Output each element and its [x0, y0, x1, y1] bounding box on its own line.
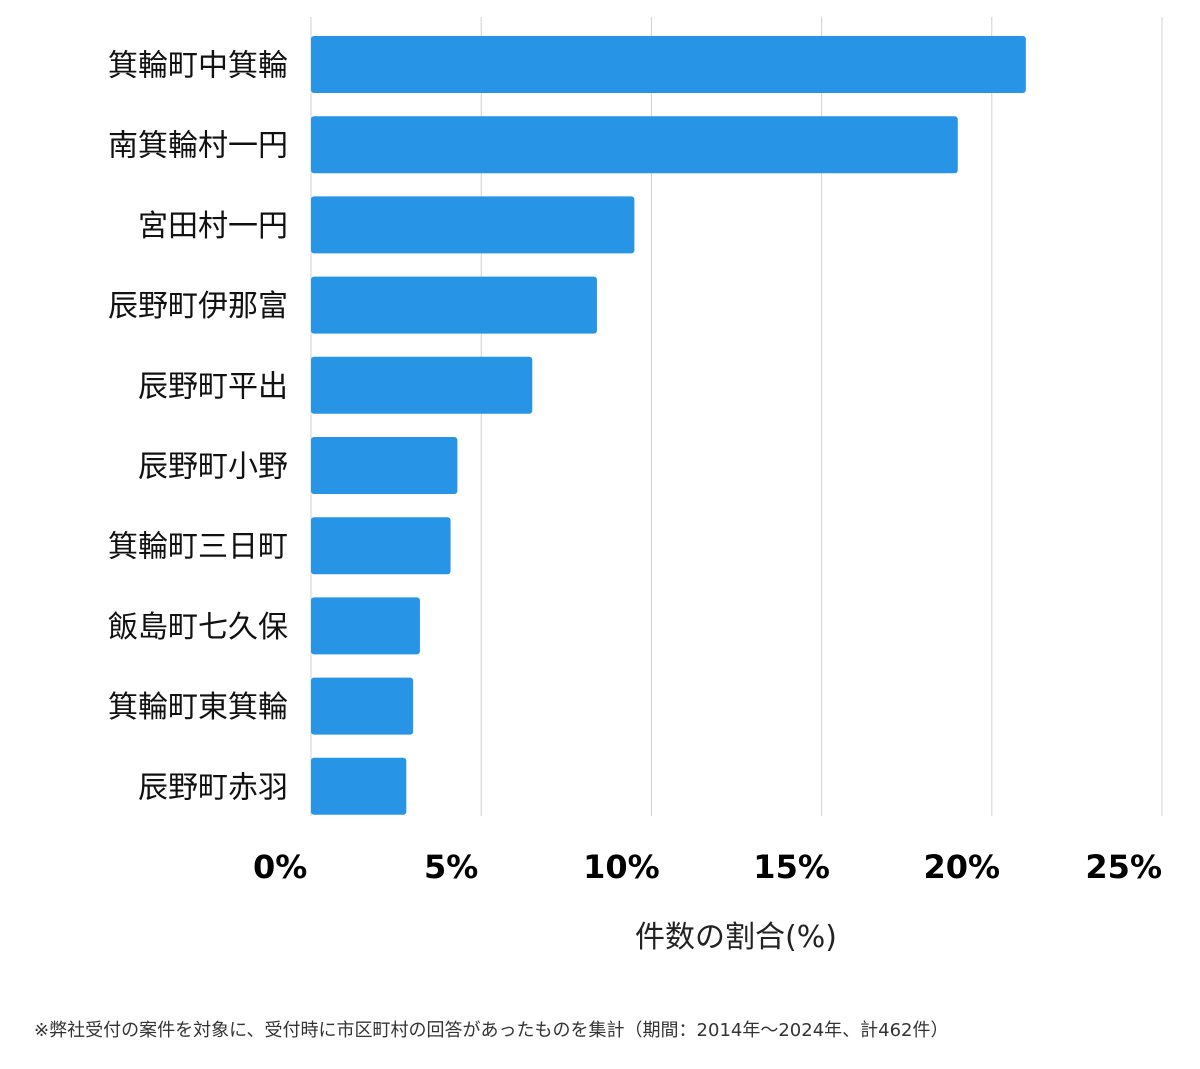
bar-7 — [311, 597, 420, 655]
bar-4 — [311, 356, 533, 414]
category-label-8: 箕輪町東箕輪 — [108, 690, 288, 725]
category-label-7: 飯島町七久保 — [108, 610, 288, 645]
category-label-5: 辰野町小野 — [138, 450, 288, 485]
bar-0 — [311, 36, 1026, 93]
bar-2 — [311, 196, 635, 254]
x-tick-label-3: 15% — [753, 848, 830, 886]
x-tick-label-4: 20% — [924, 848, 1001, 886]
category-label-6: 箕輪町三日町 — [108, 530, 288, 565]
x-tick-label-0: 0% — [253, 848, 307, 886]
bar-8 — [311, 677, 414, 735]
bar-6 — [311, 517, 451, 575]
category-labels: 箕輪町中箕輪南箕輪村一円宮田村一円辰野町伊那富辰野町平出辰野町小野箕輪町三日町飯… — [108, 49, 288, 806]
bar-5 — [311, 437, 458, 494]
bar-9 — [311, 757, 407, 815]
x-tick-label-2: 10% — [583, 848, 660, 886]
category-label-2: 宮田村一円 — [138, 209, 288, 244]
category-label-4: 辰野町平出 — [138, 369, 288, 404]
bar-1 — [311, 116, 958, 174]
category-label-3: 辰野町伊那富 — [108, 289, 288, 324]
footnote: ※弊社受付の案件を対象に、受付時に市区町村の回答があったものを集計（期間：201… — [34, 1020, 949, 1041]
category-label-9: 辰野町赤羽 — [138, 770, 288, 805]
category-label-0: 箕輪町中箕輪 — [108, 49, 288, 84]
x-tick-label-5: 25% — [1085, 848, 1162, 886]
category-label-1: 南箕輪村一円 — [108, 129, 288, 164]
x-tick-labels: 0% 5% 10% 15% 20% 25% — [253, 848, 1162, 886]
bar-chart: 箕輪町中箕輪南箕輪村一円宮田村一円辰野町伊那富辰野町平出辰野町小野箕輪町三日町飯… — [108, 17, 1163, 955]
x-axis-title: 件数の割合(%) — [635, 920, 837, 955]
x-tick-label-1: 5% — [424, 848, 478, 886]
bars — [311, 36, 1026, 815]
bar-3 — [311, 276, 597, 334]
